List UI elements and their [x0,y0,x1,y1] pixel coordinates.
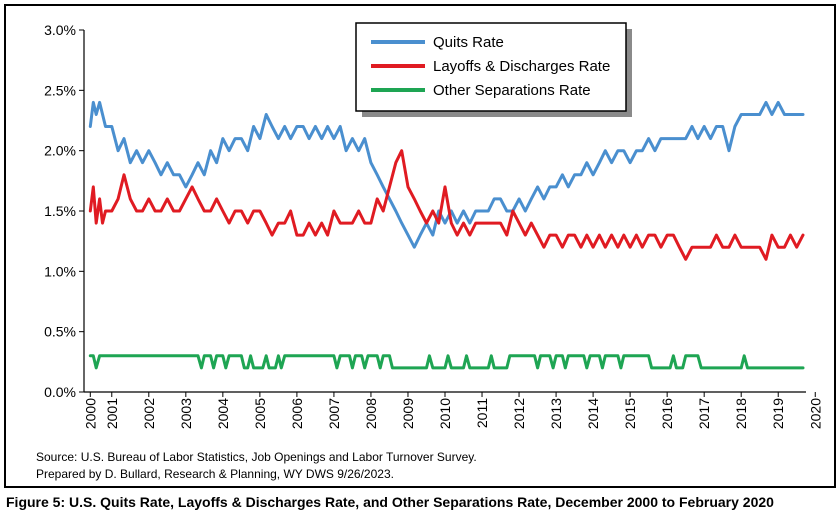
source-line-1: Source: U.S. Bureau of Labor Statistics,… [36,450,477,464]
x-tick-label: 2005 [252,398,268,429]
x-tick-label: 2013 [548,398,564,429]
source-line-2: Prepared by D. Bullard, Research & Plann… [36,467,394,481]
x-tick-label: 2002 [141,398,157,429]
x-tick-label: 2009 [400,398,416,429]
x-tick-label: 2017 [696,398,712,429]
x-tick-label: 2018 [733,398,749,429]
y-tick-label: 0.5% [44,324,76,340]
legend-label-layoffs: Layoffs & Discharges Rate [433,58,610,75]
y-tick-label: 3.0% [44,22,76,38]
line-chart: 0.0% 0.5% 1.0% 1.5% 2.0% 2.5% 3.0% 2000 2001 2002… [36,22,823,481]
x-tick-label: 2010 [437,398,453,429]
series-other-separations-rate [88,354,805,370]
x-tick-label: 2007 [326,398,342,429]
figure-caption: Figure 5: U.S. Quits Rate, Layoffs & Dis… [6,494,774,510]
legend: Quits Rate Layoffs & Discharges Rate Oth… [355,22,632,117]
x-tick-label: 2020 [807,398,823,429]
series-quits-rate [88,100,805,249]
x-tick-label: 2012 [511,398,527,429]
x-tick-label: 2015 [622,398,638,429]
y-tick-label: 2.0% [44,143,76,159]
y-tick-label: 1.5% [44,203,76,219]
x-tick-label: 2019 [770,398,786,429]
x-tick-label: 2003 [178,398,194,429]
x-tick-label: 2001 [104,398,120,429]
x-tick-label: 2004 [215,398,231,429]
x-tick-label: 2000 [82,398,98,429]
legend-label-quits: Quits Rate [433,34,504,51]
chart-series [88,100,805,370]
series-layoffs-rate [88,149,805,261]
y-tick-label: 2.5% [44,82,76,98]
x-tick-label: 2016 [659,398,675,429]
x-tick-label: 2008 [363,398,379,429]
x-tick-label: 2011 [474,398,490,428]
source-note: Source: U.S. Bureau of Labor Statistics,… [36,450,477,481]
x-tick-label: 2006 [289,398,305,429]
chart-axes: 0.0% 0.5% 1.0% 1.5% 2.0% 2.5% 3.0% 2000 2001 2002… [44,22,823,429]
y-tick-label: 1.0% [44,263,76,279]
x-tick-label: 2014 [585,398,601,429]
legend-label-other: Other Separations Rate [433,82,591,99]
y-tick-label: 0.0% [44,384,76,400]
